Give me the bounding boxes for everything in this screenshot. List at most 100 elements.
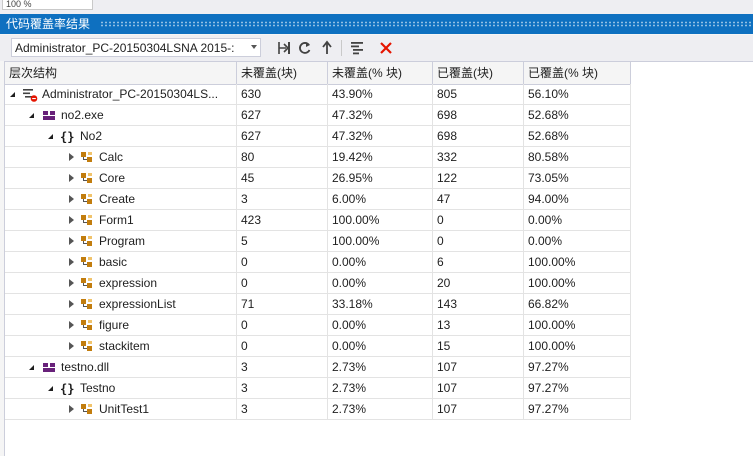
collapsed-triangle-icon[interactable] (69, 321, 74, 329)
column-header-not-covered-blocks[interactable]: 未覆盖(块) (237, 62, 328, 84)
coverage-results-grid[interactable]: 层次结构 未覆盖(块) 未覆盖(% 块) 已覆盖(块) 已覆盖(% 块) Adm… (4, 61, 753, 456)
covered-blocks-cell: 805 (433, 84, 524, 105)
not-covered-blocks-cell: 423 (237, 210, 328, 231)
not-covered-blocks-cell: 3 (237, 189, 328, 210)
tree-item-label: UnitTest1 (99, 402, 150, 416)
not-covered-blocks-cell: 71 (237, 294, 328, 315)
column-header-not-covered-percent[interactable]: 未覆盖(% 块) (328, 62, 433, 84)
covered-percent-cell: 52.68% (524, 126, 631, 147)
export-icon (322, 40, 332, 54)
tree-row[interactable]: basic 0 0.00% 6 100.00% (5, 252, 631, 273)
refresh-button[interactable] (296, 39, 314, 57)
hierarchy-cell: UnitTest1 (5, 399, 237, 420)
column-header-covered-percent[interactable]: 已覆盖(% 块) (524, 62, 631, 84)
tree-row[interactable]: expressionList 71 33.18% 143 66.82% (5, 294, 631, 315)
expanded-triangle-icon[interactable] (48, 386, 53, 391)
drag-grip[interactable] (100, 21, 751, 27)
tree-row[interactable]: figure 0 0.00% 13 100.00% (5, 315, 631, 336)
covered-percent-cell: 97.27% (524, 357, 631, 378)
collapsed-triangle-icon[interactable] (69, 237, 74, 245)
not-covered-percent-cell: 0.00% (328, 336, 433, 357)
tree-row[interactable]: Form1 423 100.00% 0 0.00% (5, 210, 631, 231)
covered-blocks-cell: 107 (433, 357, 524, 378)
top-strip: 100 % (0, 0, 753, 15)
tree-item-label: Core (99, 171, 126, 185)
hierarchy-cell: {} No2 (5, 126, 237, 147)
tree-item-label: No2 (80, 129, 103, 143)
tree-row[interactable]: Calc 80 19.42% 332 80.58% (5, 147, 631, 168)
expanded-triangle-icon[interactable] (29, 365, 34, 370)
tree-row[interactable]: stackitem 0 0.00% 15 100.00% (5, 336, 631, 357)
not-covered-percent-cell: 0.00% (328, 273, 433, 294)
tree-row[interactable]: testno.dll 3 2.73% 107 97.27% (5, 357, 631, 378)
not-covered-percent-cell: 100.00% (328, 210, 433, 231)
tree-item-label: no2.exe (61, 108, 104, 122)
not-covered-percent-cell: 26.95% (328, 168, 433, 189)
column-header-hierarchy[interactable]: 层次结构 (5, 62, 237, 84)
grid-header: 层次结构 未覆盖(块) 未覆盖(% 块) 已覆盖(块) 已覆盖(% 块) (5, 62, 631, 85)
panel-title-bar[interactable]: 代码覆盖率结果 (0, 14, 753, 34)
remove-button[interactable] (377, 39, 395, 57)
namespace-icon: {} (60, 129, 76, 144)
tree-row[interactable]: UnitTest1 3 2.73% 107 97.27% (5, 399, 631, 420)
coloring-icon (351, 42, 363, 55)
not-covered-blocks-cell: 0 (237, 315, 328, 336)
chevron-down-icon (251, 45, 257, 49)
collapsed-triangle-icon[interactable] (69, 216, 74, 224)
covered-percent-cell: 0.00% (524, 210, 631, 231)
covered-blocks-cell: 122 (433, 168, 524, 189)
covered-blocks-cell: 107 (433, 399, 524, 420)
covered-blocks-cell: 0 (433, 210, 524, 231)
tree-row[interactable]: Program 5 100.00% 0 0.00% (5, 231, 631, 252)
class-icon (79, 255, 95, 270)
export-button[interactable] (318, 39, 336, 57)
tree-row[interactable]: {} No2 627 47.32% 698 52.68% (5, 126, 631, 147)
tree-item-label: Program (99, 234, 146, 248)
covered-blocks-cell: 107 (433, 378, 524, 399)
import-results-button[interactable] (275, 39, 293, 57)
tree-row[interactable]: Administrator_PC-20150304LS... 630 43.90% 8… (5, 84, 631, 105)
tree-row[interactable]: expression 0 0.00% 20 100.00% (5, 273, 631, 294)
class-icon (79, 339, 95, 354)
session-dropdown-value: Administrator_PC-20150304LSNA 2015-: (15, 41, 235, 55)
column-header-covered-blocks[interactable]: 已覆盖(块) (433, 62, 524, 84)
expanded-triangle-icon[interactable] (29, 113, 34, 118)
covered-blocks-cell: 13 (433, 315, 524, 336)
not-covered-blocks-cell: 630 (237, 84, 328, 105)
collapsed-triangle-icon[interactable] (69, 279, 74, 287)
expanded-triangle-icon[interactable] (48, 134, 53, 139)
collapsed-triangle-icon[interactable] (69, 153, 74, 161)
session-dropdown[interactable]: Administrator_PC-20150304LSNA 2015-: (11, 38, 261, 57)
tree-row[interactable]: Core 45 26.95% 122 73.05% (5, 168, 631, 189)
add-coloring-button[interactable] (348, 39, 366, 57)
tree-row[interactable]: Create 3 6.00% 47 94.00% (5, 189, 631, 210)
not-covered-blocks-cell: 627 (237, 126, 328, 147)
covered-blocks-cell: 20 (433, 273, 524, 294)
remove-icon (380, 42, 392, 54)
class-icon (79, 150, 95, 165)
collapsed-triangle-icon[interactable] (69, 174, 74, 182)
not-covered-percent-cell: 47.32% (328, 105, 433, 126)
assembly-icon (41, 360, 57, 375)
expanded-triangle-icon[interactable] (10, 92, 15, 97)
hierarchy-cell: stackitem (5, 336, 237, 357)
class-icon (79, 402, 95, 417)
tree-item-label: Testno (80, 381, 116, 395)
collapsed-triangle-icon[interactable] (69, 300, 74, 308)
svg-text:{}: {} (60, 382, 74, 396)
zoom-level[interactable]: 100 % (2, 0, 93, 10)
tree-item-label: Create (99, 192, 136, 206)
collapsed-triangle-icon[interactable] (69, 195, 74, 203)
not-covered-percent-cell: 19.42% (328, 147, 433, 168)
tree-item-label: basic (99, 255, 128, 269)
collapsed-triangle-icon[interactable] (69, 342, 74, 350)
collapsed-triangle-icon[interactable] (69, 405, 74, 413)
not-covered-blocks-cell: 0 (237, 273, 328, 294)
hierarchy-cell: no2.exe (5, 105, 237, 126)
tree-row[interactable]: no2.exe 627 47.32% 698 52.68% (5, 105, 631, 126)
covered-blocks-cell: 0 (433, 231, 524, 252)
collapsed-triangle-icon[interactable] (69, 258, 74, 266)
hierarchy-cell: testno.dll (5, 357, 237, 378)
not-covered-percent-cell: 0.00% (328, 252, 433, 273)
tree-row[interactable]: {} Testno 3 2.73% 107 97.27% (5, 378, 631, 399)
